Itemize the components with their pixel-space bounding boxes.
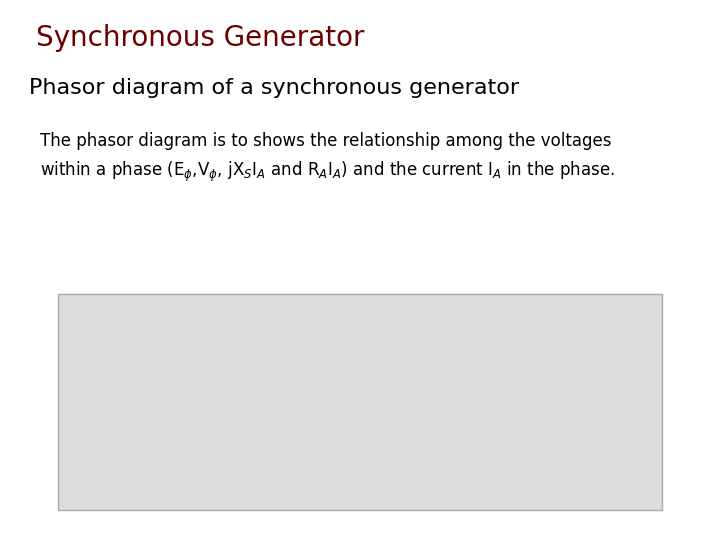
Text: $I_A R_A$: $I_A R_A$ [505, 483, 536, 502]
Text: $jX_S\mathbf{I}_A$: $jX_S\mathbf{I}_A$ [512, 394, 550, 414]
Text: Unity P.F (1.0): Unity P.F (1.0) [76, 300, 197, 315]
Text: $V_\phi$: $V_\phi$ [415, 483, 436, 507]
Text: Synchronous Generator: Synchronous Generator [36, 24, 364, 52]
Text: within a phase (E$_\phi$,V$_\phi$, jX$_S$I$_A$ and R$_A$I$_A$) and the current I: within a phase (E$_\phi$,V$_\phi$, jX$_S… [40, 159, 615, 184]
Text: The phasor diagram is to shows the relationship among the voltages: The phasor diagram is to shows the relat… [40, 132, 611, 150]
Text: $E_A$: $E_A$ [508, 315, 527, 335]
Text: $I_A$: $I_A$ [140, 483, 155, 503]
Text: Phasor diagram of a synchronous generator: Phasor diagram of a synchronous generato… [29, 78, 519, 98]
